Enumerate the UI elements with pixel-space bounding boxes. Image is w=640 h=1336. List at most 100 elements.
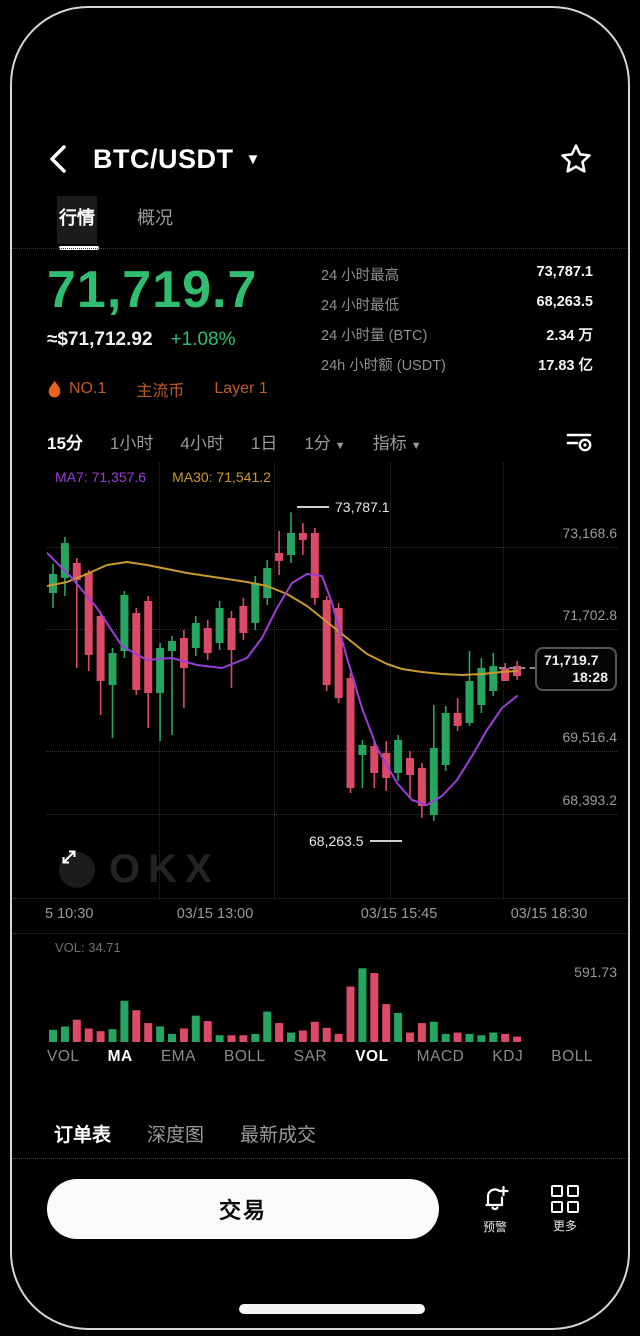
low-annotation: 68,263.5	[309, 833, 402, 849]
last-price-tag-time: 18:28	[572, 669, 608, 685]
time-gridline	[390, 463, 391, 898]
time-label: 03/15 13:00	[176, 906, 254, 922]
tf-1d[interactable]: 1日	[250, 433, 278, 453]
pair-title[interactable]: BTC/USDT	[93, 143, 234, 174]
fiat-row: ≈$71,712.92 +1.08%	[47, 329, 347, 351]
badges: NO.1 主流币 Layer 1	[47, 377, 347, 401]
fullscreen-button[interactable]	[59, 850, 95, 888]
indicator-ma[interactable]: MA	[107, 1048, 133, 1065]
pair-dropdown-caret-icon[interactable]: ▼	[245, 150, 261, 168]
flame-icon	[48, 380, 61, 398]
low-leader-line	[369, 840, 402, 842]
back-chevron-icon	[50, 145, 66, 173]
fiat-price: ≈$71,712.92	[47, 329, 153, 351]
indicator-boll-sub[interactable]: BOLL	[551, 1048, 593, 1065]
bottom-action-bar: 交易 预警 更多	[47, 1176, 593, 1242]
price-axis-label: 73,168.6	[562, 524, 618, 541]
more-label: 更多	[552, 1218, 577, 1233]
badge-layer1[interactable]: Layer 1	[214, 380, 268, 398]
badge-rank[interactable]: NO.1	[47, 380, 106, 399]
trade-button[interactable]: 交易	[47, 1179, 439, 1239]
stat-row-volume-usdt: 24h 小时额 (USDT) 17.83 亿	[321, 354, 593, 375]
indicator-vol-main[interactable]: VOL	[47, 1048, 80, 1065]
indicator-tabs: VOL MA EMA BOLL SAR VOL MACD KDJ BOLL	[47, 1048, 593, 1066]
tab-latest-trades[interactable]: 最新成交	[240, 1125, 317, 1146]
volume-panel[interactable]: VOL: 34.71 591.73	[47, 936, 617, 1042]
price-gridline	[47, 813, 617, 815]
tf-indicator-dropdown[interactable]: 指标 ▼	[372, 433, 422, 453]
expand-arrows-icon	[62, 850, 76, 864]
last-price-tag-price: 71,719.7	[544, 651, 599, 668]
volume-legend: VOL: 34.71	[55, 940, 121, 955]
alert-label: 预警	[482, 1219, 507, 1234]
page-tabs: 行情 概况	[57, 196, 593, 250]
badge-mainstream[interactable]: 主流币	[136, 383, 185, 401]
time-label: 03/15 15:45	[360, 906, 438, 922]
price-change: +1.08%	[170, 329, 236, 351]
indicator-boll[interactable]: BOLL	[224, 1048, 266, 1065]
stat-label: 24 小时最低	[321, 298, 400, 314]
price-block: 71,719.7 ≈$71,712.92 +1.08% NO.1 主流币 Lay…	[47, 261, 347, 401]
stat-label: 24 小时最高	[321, 268, 400, 284]
order-tabs: 订单表 深度图 最新成交	[54, 1120, 593, 1147]
stat-label: 24 小时量 (BTC)	[321, 328, 428, 344]
time-label: 03/15 18:30	[510, 906, 588, 922]
tabs-divider	[12, 248, 628, 249]
volume-axis-max: 591.73	[574, 964, 617, 980]
order-tabs-divider	[12, 1158, 628, 1159]
chart-settings-icon[interactable]	[565, 427, 593, 455]
last-price-tag[interactable]: 71,719.7 18:28	[535, 647, 617, 691]
tab-depth-chart[interactable]: 深度图	[147, 1125, 205, 1146]
tab-market[interactable]: 行情	[57, 196, 99, 250]
last-price: 71,719.7	[47, 261, 258, 319]
header: BTC/USDT ▼	[47, 136, 593, 182]
time-label: 5 10:30	[45, 906, 94, 922]
indicator-kdj[interactable]: KDJ	[492, 1048, 524, 1065]
app-screen: BTC/USDT ▼ 行情 概况 71,719.7 ≈$71,712.92 +1…	[12, 8, 628, 1328]
tf-1m-dropdown[interactable]: 1分 ▼	[304, 433, 346, 453]
stats-panel: 24 小时最高 73,787.1 24 小时最低 68,263.5 24 小时量…	[321, 264, 593, 384]
tab-order-book[interactable]: 订单表	[54, 1125, 112, 1146]
phone-frame: BTC/USDT ▼ 行情 概况 71,719.7 ≈$71,712.92 +1…	[10, 6, 630, 1330]
time-gridline	[274, 463, 275, 898]
chevron-down-icon: ▼	[334, 439, 346, 452]
trade-button-label: 交易	[218, 1198, 267, 1223]
stat-label: 24h 小时额 (USDT)	[321, 358, 446, 374]
high-leader-line	[297, 506, 329, 508]
grid-more-icon	[551, 1184, 579, 1213]
back-button[interactable]	[47, 142, 81, 176]
volume-bars-layer	[49, 968, 522, 1042]
ma-legend: MA7: 71,357.6 MA30: 71,541.2	[55, 469, 271, 485]
price-gridline	[47, 628, 617, 630]
indicator-vol-sub[interactable]: VOL	[355, 1048, 389, 1065]
time-axis: 5 10:30 03/15 13:00 03/15 15:45 03/15 18…	[12, 898, 628, 934]
indicator-sar[interactable]: SAR	[293, 1048, 328, 1065]
high-label: 73,787.1	[335, 499, 390, 515]
price-axis-label: 68,393.2	[562, 791, 618, 808]
alert-button[interactable]: 预警	[467, 1184, 523, 1235]
timeframe-row: 15分 1小时 4小时 1日 1分 ▼ 指标 ▼	[47, 423, 593, 459]
stat-value: 68,263.5	[536, 294, 593, 310]
favorite-star-icon[interactable]	[559, 142, 593, 176]
candlestick-chart[interactable]: MA7: 71,357.6 MA30: 71,541.2 73,787.1 68…	[47, 463, 617, 898]
price-gridline	[47, 750, 617, 752]
stat-row-high: 24 小时最高 73,787.1	[321, 264, 593, 285]
tf-1h[interactable]: 1小时	[109, 433, 154, 453]
more-button[interactable]: 更多	[537, 1184, 593, 1234]
indicator-macd[interactable]: MACD	[416, 1048, 465, 1065]
home-indicator[interactable]	[239, 1304, 425, 1314]
ma30-legend: MA30: 71,541.2	[172, 469, 271, 485]
price-gridline	[47, 546, 617, 548]
okx-logo: OKX	[109, 847, 220, 891]
bell-plus-icon	[485, 1185, 509, 1210]
tf-4h[interactable]: 4小时	[180, 433, 224, 453]
indicator-ema[interactable]: EMA	[160, 1048, 196, 1065]
stat-value: 73,787.1	[536, 264, 593, 280]
candles-layer	[47, 512, 522, 821]
ma7-legend: MA7: 71,357.6	[55, 469, 147, 485]
high-annotation: 73,787.1	[297, 499, 390, 515]
time-axis-divider-bottom	[12, 933, 628, 934]
tab-overview[interactable]: 概况	[137, 208, 173, 228]
chevron-down-icon: ▼	[410, 439, 422, 452]
tf-15m[interactable]: 15分	[47, 433, 83, 453]
